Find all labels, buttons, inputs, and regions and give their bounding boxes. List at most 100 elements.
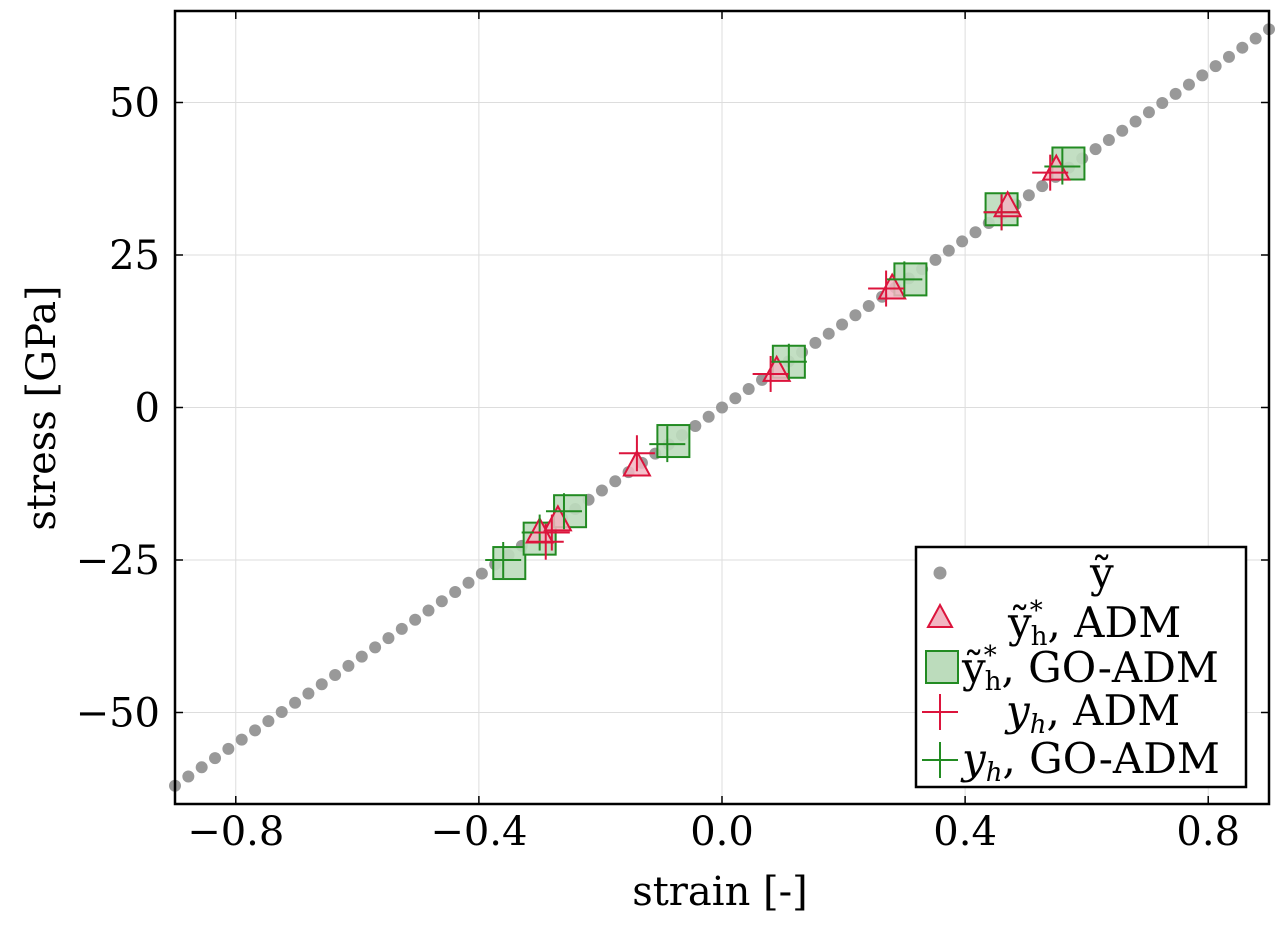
legend-label-adm-star: , ADM	[1047, 598, 1181, 647]
adm-plus-point	[533, 514, 570, 551]
legend-entry-adm-star: ỹ* h, ADM	[926, 596, 1181, 652]
reference-point	[302, 687, 315, 700]
reference-point	[609, 475, 622, 488]
svg-text:yh, ADM: yh, ADM	[1004, 686, 1180, 740]
reference-point	[195, 761, 208, 774]
reference-point	[822, 327, 835, 340]
y-tick-label: 0	[135, 386, 160, 432]
legend-sym-y-go: ỹ	[961, 643, 986, 692]
legend-box	[914, 545, 1248, 789]
reference-point	[1249, 32, 1262, 45]
reference-point	[275, 705, 288, 718]
y-tick-label: −50	[76, 691, 160, 737]
legend-label-reference: ỹ	[1089, 548, 1114, 597]
reference-point	[729, 392, 742, 405]
reference-point	[742, 383, 755, 396]
reference-point	[355, 650, 368, 663]
legend: ỹ ỹ* h, ADM ỹ* h, GO-ADM yh, ADM	[914, 545, 1248, 789]
x-tick-label: 0.4	[933, 809, 997, 855]
reference-point	[1129, 115, 1142, 128]
x-tick-label: 0.0	[690, 809, 754, 855]
go-adm-plus-point	[770, 343, 807, 380]
reference-point	[1036, 180, 1049, 193]
reference-point	[475, 567, 488, 580]
legend-sub-h-yh-go: h	[986, 758, 1003, 788]
reference-point	[716, 401, 728, 414]
reference-point	[836, 318, 849, 331]
go-adm-plus-point	[886, 261, 923, 298]
x-tick-label: −0.8	[187, 809, 284, 855]
legend-sub-h-go: h	[985, 667, 1002, 697]
go-adm-plus-point	[545, 493, 582, 530]
legend-sub-h-yh: h	[1030, 710, 1047, 740]
adm-yh-series	[527, 154, 1069, 560]
reference-point	[235, 733, 248, 746]
adm-plus-point	[618, 435, 655, 472]
y-tick-label: 50	[109, 81, 160, 127]
reference-point	[849, 309, 862, 322]
reference-point	[422, 604, 435, 617]
legend-triangle-icon	[926, 602, 954, 628]
reference-point	[1209, 60, 1222, 73]
adm-plus-point	[527, 523, 564, 560]
reference-point	[595, 484, 608, 497]
legend-entry-yh-go: yh, GO-ADM	[922, 734, 1220, 788]
legend-plus-icon	[922, 694, 958, 730]
reference-point	[222, 742, 235, 755]
adm-plus-point	[868, 270, 905, 307]
axis-ticks: −0.8 −0.4 0.0 0.4 0.8 −50 −25 0 25 50	[76, 11, 1269, 855]
svg-text:yh, GO-ADM: yh, GO-ADM	[960, 734, 1220, 788]
reference-point	[409, 613, 422, 626]
x-axis-label: strain [-]	[632, 869, 808, 915]
reference-point	[382, 632, 395, 645]
reference-point	[262, 715, 275, 728]
reference-point	[462, 576, 475, 589]
go-adm-square-point	[656, 424, 691, 459]
reference-point	[862, 300, 875, 313]
grid	[175, 11, 1269, 804]
legend-entry-reference: ỹ	[933, 548, 1114, 597]
reference-point	[249, 724, 262, 737]
x-tick-label: 0.8	[1176, 809, 1240, 855]
reference-point	[956, 235, 969, 248]
reference-point	[315, 678, 328, 691]
reference-point	[1102, 133, 1115, 146]
reference-point	[1022, 189, 1035, 202]
reference-point	[1222, 50, 1235, 63]
reference-point	[342, 659, 355, 672]
reference-point	[942, 244, 955, 257]
reference-point	[1182, 78, 1195, 91]
y-tick-label: −25	[76, 538, 160, 584]
legend-sym-yh-go: y	[960, 734, 987, 783]
legend-sup-star-go: *	[984, 641, 997, 671]
x-tick-label: −0.4	[430, 809, 527, 855]
reference-point	[929, 253, 942, 266]
adm-plus-point	[1032, 154, 1069, 191]
y-tick-label: 25	[109, 233, 160, 279]
svg-text:ỹ*h, ADM: ỹ* h, ADM	[1007, 596, 1181, 652]
reference-point	[1142, 106, 1155, 119]
go-adm-square-point	[492, 546, 527, 581]
legend-entry-yh-adm: yh, ADM	[922, 686, 1180, 740]
legend-label-yh-go: , GO-ADM	[1002, 734, 1219, 783]
legend-square-icon	[925, 650, 959, 684]
reference-point	[1156, 97, 1169, 110]
legend-sub-h: h	[1031, 622, 1048, 652]
y-axis-label: stress [GPa]	[19, 285, 65, 530]
reference-point	[449, 586, 462, 599]
go-adm-plus-point	[485, 542, 522, 578]
reference-point	[209, 752, 222, 765]
go-adm-plus-point	[649, 426, 686, 463]
legend-sym-y: ỹ	[1007, 598, 1032, 647]
reference-point	[435, 595, 448, 608]
reference-point	[702, 410, 715, 423]
reference-point	[969, 226, 982, 239]
reference-point	[1236, 41, 1249, 54]
reference-point	[182, 770, 195, 783]
reference-point	[289, 696, 302, 709]
svg-text:ỹ*h, GO-ADM: ỹ* h, GO-ADM	[961, 641, 1219, 697]
legend-entry-go-star: ỹ* h, GO-ADM	[925, 641, 1219, 697]
legend-label-yh-adm: , ADM	[1046, 686, 1180, 735]
reference-point	[1116, 124, 1129, 137]
